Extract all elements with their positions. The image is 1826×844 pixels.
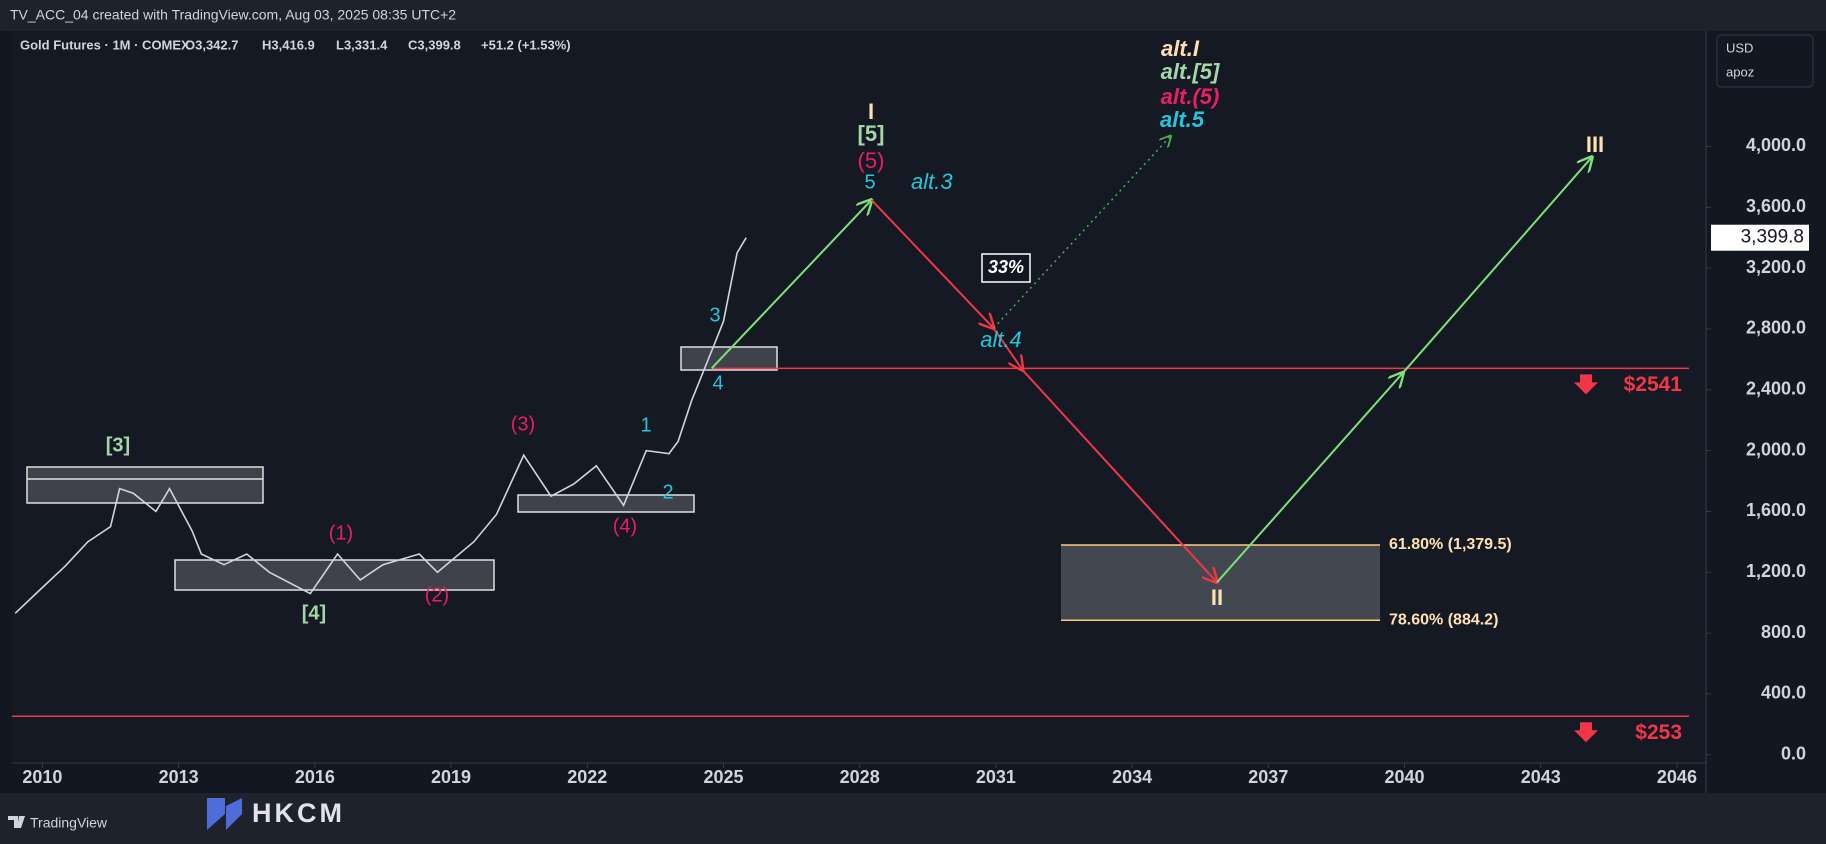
y-tick-label: 0.0 <box>1781 744 1806 764</box>
footer-logos: TradingView HKCM <box>8 798 345 831</box>
y-tick-label: 3,200.0 <box>1746 257 1806 277</box>
wave-label: 1 <box>640 414 651 436</box>
projection-line <box>992 327 1023 370</box>
fib-label: 61.80% (1,379.5) <box>1389 536 1512 553</box>
box <box>517 494 695 513</box>
x-tick-label: 2043 <box>1521 767 1561 787</box>
level-label: $253 <box>1635 721 1682 744</box>
box <box>680 346 778 371</box>
wave-label: I <box>868 99 874 124</box>
wave-label: (2) <box>425 584 449 606</box>
y-tick-label: 2,400.0 <box>1746 379 1806 399</box>
top-bar <box>0 0 1826 31</box>
wave-label: [5] <box>858 121 885 146</box>
price-line <box>14 237 747 614</box>
last-price-label: 3,399.8 <box>1741 227 1804 248</box>
level-label: $2541 <box>1624 373 1683 396</box>
legend-low: L3,331.4 <box>336 37 388 52</box>
x-tick-label: 2034 <box>1112 767 1152 787</box>
y-tick-label: 400.0 <box>1761 683 1806 703</box>
wave-label: (5) <box>858 148 885 173</box>
wave-label: [3] <box>106 434 130 456</box>
wave-label: 4 <box>712 372 723 394</box>
projection-line <box>1402 157 1592 374</box>
x-tick-label: 2016 <box>295 767 335 787</box>
legend-high: H3,416.9 <box>262 37 315 52</box>
unit: apoz <box>1726 64 1754 79</box>
y-tick-label: 1,600.0 <box>1746 500 1806 520</box>
currency: USD <box>1726 40 1753 55</box>
brand-name: HKCM <box>252 798 345 828</box>
wave-label: 5 <box>864 171 875 193</box>
x-tick-label: 2028 <box>840 767 880 787</box>
wave-label: (4) <box>613 515 637 537</box>
fib-label: 78.60% (884.2) <box>1389 612 1498 629</box>
x-tick-label: 2046 <box>1657 767 1697 787</box>
down-arrow <box>1574 374 1598 395</box>
projection-line <box>870 199 993 328</box>
wave-label: alt.(5) <box>1161 84 1220 109</box>
legend-change: +51.2 (+1.53%) <box>481 37 571 52</box>
plot-area <box>12 31 1706 763</box>
x-tick-label: 2031 <box>976 767 1016 787</box>
wave-label: III <box>1586 132 1604 157</box>
wave-label: (1) <box>329 522 353 544</box>
legend-open: O3,342.7 <box>185 37 239 52</box>
y-tick-label: 800.0 <box>1761 622 1806 642</box>
projection-line <box>993 136 1171 329</box>
box <box>26 466 264 504</box>
platform-name: TradingView <box>30 815 108 831</box>
projection-line <box>1216 373 1403 583</box>
x-tick-label: 2025 <box>703 767 743 787</box>
y-tick-label: 2,000.0 <box>1746 439 1806 459</box>
scale-box[interactable]: USD apoz <box>1716 34 1814 88</box>
box <box>174 559 495 591</box>
y-tick-label: 4,000.0 <box>1746 135 1806 155</box>
hkcm-logo <box>207 798 242 830</box>
wave-label: (3) <box>511 413 535 435</box>
wave-label: alt.I <box>1161 36 1200 61</box>
wave-label: alt.5 <box>1160 107 1205 132</box>
down-arrow <box>1574 722 1598 743</box>
percent-box <box>981 253 1031 283</box>
wave-label: 2 <box>662 481 673 503</box>
plot <box>12 136 1689 718</box>
wave-label: II <box>1211 585 1223 610</box>
y-tick-label: 2,800.0 <box>1746 318 1806 338</box>
legend: Gold Futures · 1M · COMEX O3,342.7 H3,41… <box>20 37 571 52</box>
tv-logo <box>8 816 25 828</box>
scale-box-frame[interactable] <box>1716 34 1814 88</box>
x-tick-label: 2040 <box>1384 767 1424 787</box>
y-tick-label: 3,600.0 <box>1746 196 1806 216</box>
legend-close: C3,399.8 <box>408 37 461 52</box>
legend-symbol: Gold Futures · 1M · COMEX <box>20 37 190 52</box>
consolidation-boxes <box>26 346 778 591</box>
wave-label: 3 <box>709 304 720 326</box>
last-price-tag <box>1711 224 1809 251</box>
x-tick-label: 2037 <box>1248 767 1288 787</box>
projection-line <box>710 200 872 370</box>
wave-label: [4] <box>302 602 326 624</box>
wave-label: 33% <box>988 257 1024 277</box>
fib-zone <box>1061 544 1380 621</box>
page-title: TV_ACC_04 created with TradingView.com, … <box>10 7 456 23</box>
y-tick-label: 1,200.0 <box>1746 561 1806 581</box>
x-tick-label: 2022 <box>567 767 607 787</box>
x-tick-label: 2010 <box>22 767 62 787</box>
x-tick-label: 2013 <box>159 767 199 787</box>
footer-bar <box>0 793 1826 844</box>
wave-label: alt.4 <box>980 327 1022 352</box>
wave-label: alt.3 <box>911 169 953 194</box>
wave-label: alt.[5] <box>1161 59 1220 84</box>
projection-line <box>1021 369 1217 582</box>
x-tick-label: 2019 <box>431 767 471 787</box>
